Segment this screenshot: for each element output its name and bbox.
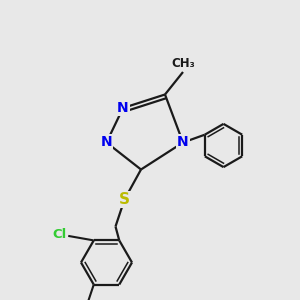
Text: CH₃: CH₃ <box>171 57 195 70</box>
Text: Cl: Cl <box>53 228 67 241</box>
Text: S: S <box>119 192 130 207</box>
Text: N: N <box>177 136 189 149</box>
Text: N: N <box>117 101 129 115</box>
Text: N: N <box>101 136 112 149</box>
